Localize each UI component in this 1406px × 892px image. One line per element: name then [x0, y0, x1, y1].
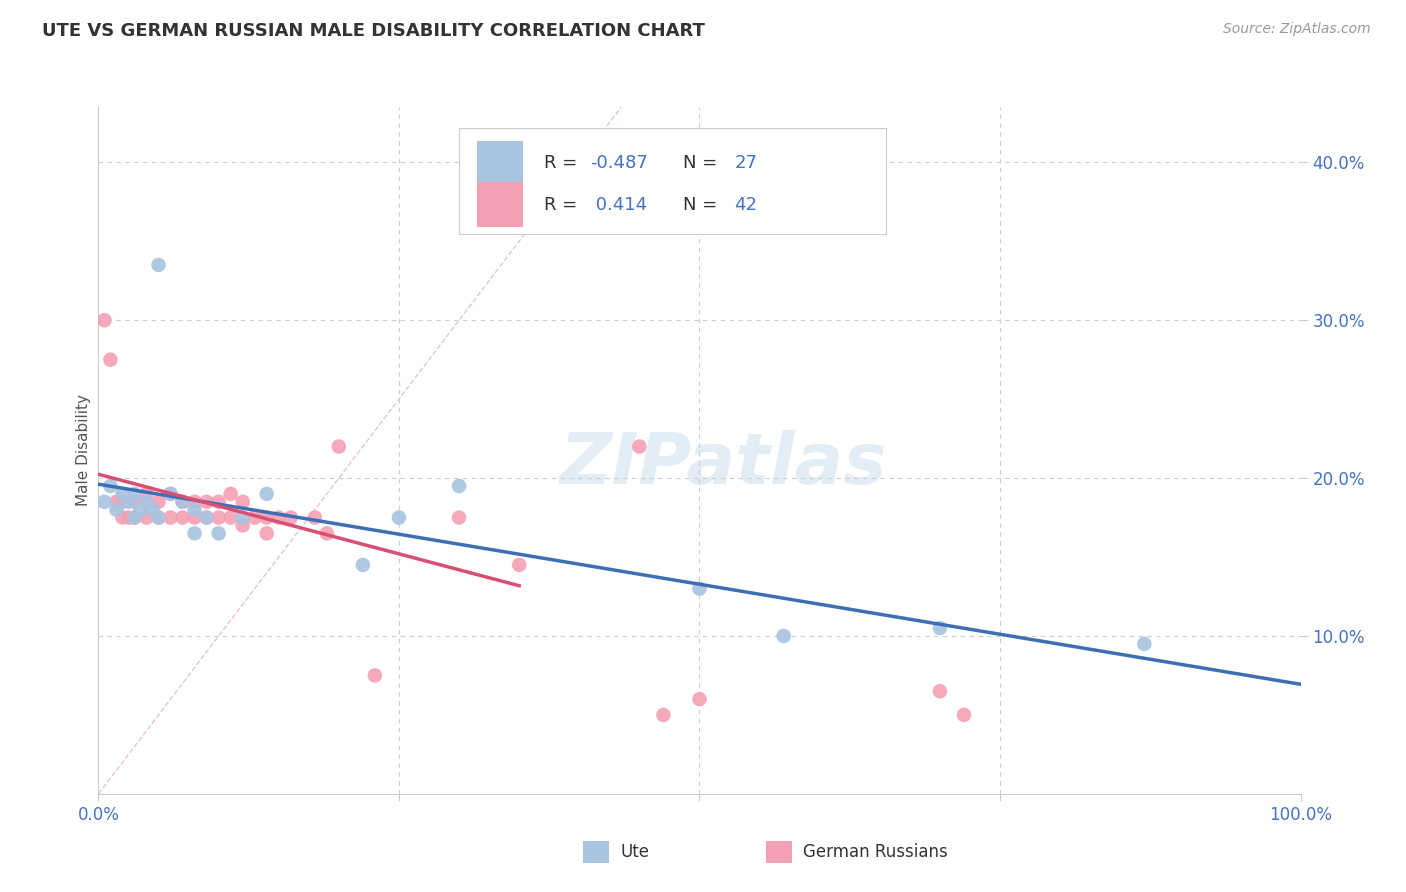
Point — [256, 487, 278, 501]
Point — [652, 707, 675, 722]
Point — [159, 487, 181, 501]
Point — [208, 495, 231, 509]
Point — [688, 692, 710, 706]
Point — [352, 558, 374, 572]
Point — [183, 526, 205, 541]
Point — [267, 510, 290, 524]
Point — [195, 495, 218, 509]
Point — [280, 510, 302, 524]
Point — [159, 510, 181, 524]
Point — [628, 440, 651, 454]
Text: 0.414: 0.414 — [591, 195, 647, 213]
Point — [148, 510, 170, 524]
Point — [135, 487, 157, 501]
Point — [243, 510, 266, 524]
Point — [208, 510, 231, 524]
Point — [172, 510, 194, 524]
Point — [141, 502, 163, 516]
Text: German Russians: German Russians — [803, 843, 948, 861]
Point — [953, 707, 976, 722]
Text: -0.487: -0.487 — [591, 154, 648, 172]
Point — [232, 495, 254, 509]
Point — [447, 510, 470, 524]
Point — [219, 487, 242, 501]
Point — [105, 495, 128, 509]
Point — [447, 479, 470, 493]
Point — [183, 495, 205, 509]
Point — [105, 502, 128, 516]
Point — [172, 495, 194, 509]
Bar — [477, 141, 523, 186]
Point — [111, 487, 134, 501]
Point — [124, 510, 146, 524]
Text: 42: 42 — [734, 195, 758, 213]
Point — [688, 582, 710, 596]
Point — [135, 510, 157, 524]
Point — [117, 495, 139, 509]
Point — [93, 495, 115, 509]
Text: N =: N = — [683, 195, 723, 213]
Point — [124, 495, 146, 509]
Text: R =: R = — [544, 195, 583, 213]
Point — [135, 495, 157, 509]
Point — [100, 352, 122, 367]
Point — [148, 495, 170, 509]
Point — [93, 313, 115, 327]
Point — [219, 510, 242, 524]
Point — [129, 502, 152, 516]
Point — [111, 510, 134, 524]
Point — [124, 487, 146, 501]
Point — [195, 510, 218, 524]
Point — [117, 510, 139, 524]
Point — [148, 258, 170, 272]
Bar — [458, 128, 886, 234]
Point — [183, 510, 205, 524]
Text: Ute: Ute — [620, 843, 650, 861]
Point — [100, 479, 122, 493]
Point — [232, 510, 254, 524]
Text: R =: R = — [544, 154, 583, 172]
Text: UTE VS GERMAN RUSSIAN MALE DISABILITY CORRELATION CHART: UTE VS GERMAN RUSSIAN MALE DISABILITY CO… — [42, 22, 704, 40]
Point — [256, 526, 278, 541]
Y-axis label: Male Disability: Male Disability — [76, 394, 91, 507]
Text: 27: 27 — [734, 154, 758, 172]
Point — [172, 495, 194, 509]
Text: N =: N = — [683, 154, 723, 172]
Point — [195, 510, 218, 524]
Point — [315, 526, 337, 541]
Point — [256, 510, 278, 524]
Point — [1133, 637, 1156, 651]
Point — [208, 526, 231, 541]
Point — [328, 440, 350, 454]
Point — [159, 487, 181, 501]
Point — [124, 510, 146, 524]
Point — [772, 629, 794, 643]
Point — [364, 668, 387, 682]
Point — [388, 510, 411, 524]
Point — [148, 510, 170, 524]
Point — [111, 495, 134, 509]
Point — [232, 518, 254, 533]
Point — [928, 684, 950, 698]
Point — [304, 510, 326, 524]
Point — [508, 558, 530, 572]
Bar — [477, 182, 523, 227]
Point — [183, 502, 205, 516]
Text: Source: ZipAtlas.com: Source: ZipAtlas.com — [1223, 22, 1371, 37]
Point — [928, 621, 950, 635]
Text: ZIPatlas: ZIPatlas — [560, 430, 887, 499]
